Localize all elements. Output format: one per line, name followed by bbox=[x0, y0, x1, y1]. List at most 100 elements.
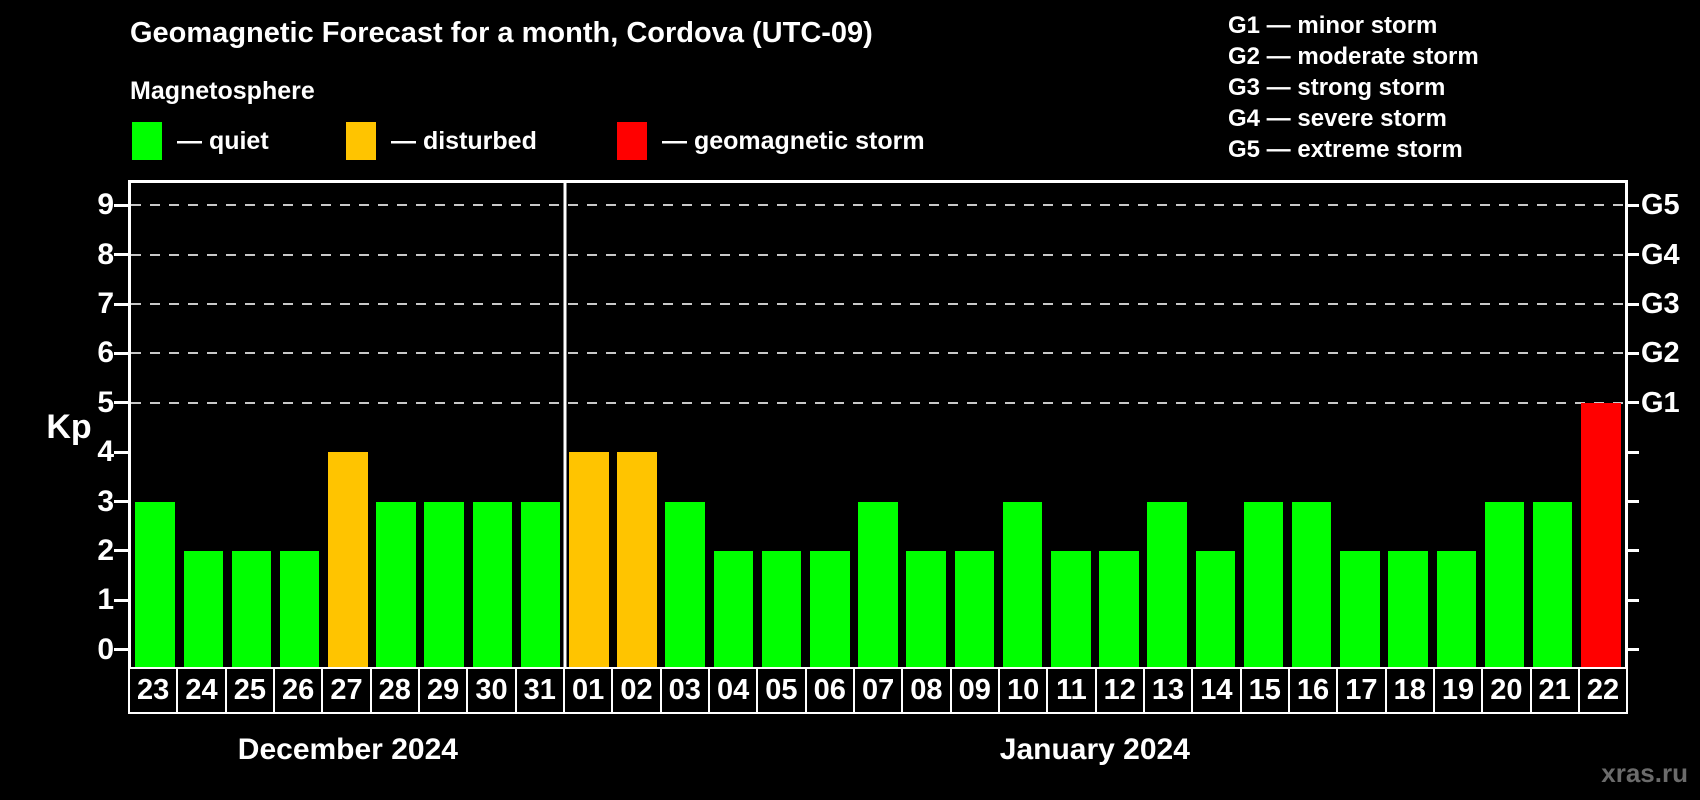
kp-bar-day-31 bbox=[520, 501, 561, 667]
y-tick-label-3: 3 bbox=[97, 484, 114, 518]
gridline-kp6 bbox=[131, 352, 1625, 355]
kp-bar-day-21 bbox=[1532, 501, 1573, 667]
kp-bar-day-02 bbox=[617, 452, 657, 667]
plot-canvas bbox=[131, 183, 1625, 667]
day-label-box-30: 30 bbox=[466, 667, 517, 714]
y-tick-label-1: 1 bbox=[97, 583, 114, 617]
legend-label-disturbed: — disturbed bbox=[391, 126, 537, 155]
day-label-box-14: 14 bbox=[1191, 667, 1242, 714]
kp-bar-day-13 bbox=[1147, 501, 1187, 667]
legend-label-storm: — geomagnetic storm bbox=[662, 126, 925, 155]
day-label-box-05: 05 bbox=[756, 667, 807, 714]
day-label-box-15: 15 bbox=[1239, 667, 1290, 714]
day-label-box-11: 11 bbox=[1046, 667, 1097, 714]
day-label-box-25: 25 bbox=[224, 667, 275, 714]
y-axis-title: Kp bbox=[46, 408, 92, 446]
chart-title: Geomagnetic Forecast for a month, Cordov… bbox=[130, 17, 873, 49]
legend-item-disturbed: — disturbed bbox=[346, 121, 537, 161]
storm-scale-g5: G5 — extreme storm bbox=[1228, 136, 1463, 163]
day-label-box-29: 29 bbox=[417, 667, 469, 714]
day-label-box-06: 06 bbox=[804, 667, 855, 714]
kp-bar-day-19 bbox=[1436, 550, 1477, 667]
x-axis-day-labels: 23 24 25 26 27 28 29 30 31 01 02 03 04 05 06 07 08 09 10 11… bbox=[128, 667, 1629, 714]
kp-bar-day-09 bbox=[954, 550, 995, 667]
y-tick-label-2: 2 bbox=[97, 533, 114, 567]
y-tick-label-7: 7 bbox=[97, 287, 114, 320]
y-tick-label-5: 5 bbox=[97, 385, 114, 419]
kp-bar-day-23 bbox=[135, 501, 175, 667]
quiet-color-swatch bbox=[132, 122, 162, 160]
kp-bar-day-03 bbox=[665, 501, 705, 667]
left-tick-kp9 bbox=[114, 203, 128, 207]
kp-bar-day-15 bbox=[1243, 501, 1284, 667]
gridline-kp7 bbox=[131, 303, 1625, 305]
day-label-box-21: 21 bbox=[1529, 667, 1580, 714]
right-tick-kp6 bbox=[1625, 351, 1639, 355]
day-label-box-13: 13 bbox=[1142, 667, 1194, 714]
g-scale-label-g1: G1 bbox=[1641, 386, 1680, 419]
day-label-box-28: 28 bbox=[369, 667, 420, 714]
day-label-box-10: 10 bbox=[997, 667, 1049, 714]
g-scale-label-g3: G3 bbox=[1641, 288, 1680, 320]
day-label-box-01: 01 bbox=[562, 667, 614, 714]
day-label-box-18: 18 bbox=[1384, 667, 1435, 714]
kp-bar-day-28 bbox=[376, 501, 416, 667]
kp-bar-day-06 bbox=[810, 550, 850, 667]
left-tick-kp3 bbox=[114, 500, 128, 504]
g-scale-label-g2: G2 bbox=[1641, 337, 1680, 370]
day-label-box-12: 12 bbox=[1094, 667, 1145, 714]
right-tick-kp5 bbox=[1625, 401, 1639, 405]
storm-scale-g2: G2 — moderate storm bbox=[1228, 43, 1479, 70]
day-label-box-31: 31 bbox=[514, 667, 565, 714]
right-tick-kp3 bbox=[1625, 500, 1639, 504]
day-label-box-07: 07 bbox=[852, 667, 904, 714]
left-tick-kp7 bbox=[114, 302, 128, 306]
kp-bar-day-18 bbox=[1388, 550, 1428, 667]
day-label-box-16: 16 bbox=[1287, 667, 1339, 714]
magnetosphere-label: Magnetosphere bbox=[130, 77, 315, 105]
day-label-box-26: 26 bbox=[272, 667, 324, 714]
legend-item-quiet: — quiet bbox=[132, 121, 269, 161]
right-tick-kp2 bbox=[1625, 549, 1639, 553]
kp-bar-day-20 bbox=[1484, 501, 1525, 667]
gridline-kp9 bbox=[131, 204, 1625, 207]
storm-scale-legend: G1 — minor storm G2 — moderate storm G3 … bbox=[1228, 10, 1479, 165]
kp-bar-day-11 bbox=[1051, 550, 1091, 667]
left-tick-kp1 bbox=[114, 598, 128, 602]
kp-bar-day-17 bbox=[1340, 550, 1380, 667]
watermark: xras.ru bbox=[1601, 758, 1688, 788]
kp-bar-day-26 bbox=[279, 550, 320, 667]
legend-label-quiet: — quiet bbox=[177, 126, 269, 155]
day-label-box-27: 27 bbox=[321, 667, 372, 714]
kp-bar-day-08 bbox=[906, 550, 946, 667]
day-label-box-04: 04 bbox=[707, 667, 759, 714]
right-tick-kp9 bbox=[1625, 203, 1639, 207]
day-label-box-17: 17 bbox=[1336, 667, 1387, 714]
kp-bar-day-22 bbox=[1581, 402, 1621, 667]
gridline-kp5 bbox=[131, 401, 1625, 404]
kp-bar-day-16 bbox=[1291, 501, 1332, 667]
kp-bar-day-14 bbox=[1195, 550, 1236, 667]
legend-item-storm: — geomagnetic storm bbox=[617, 121, 925, 161]
y-tick-label-8: 8 bbox=[97, 237, 114, 271]
kp-bar-day-07 bbox=[858, 501, 898, 667]
y-tick-label-6: 6 bbox=[97, 336, 114, 370]
left-tick-kp2 bbox=[114, 549, 128, 553]
left-tick-kp8 bbox=[114, 253, 128, 257]
g-scale-label-g5: G5 bbox=[1641, 189, 1680, 222]
left-tick-kp5 bbox=[114, 401, 128, 405]
storm-color-swatch bbox=[617, 122, 647, 160]
day-label-box-22: 22 bbox=[1577, 667, 1629, 714]
day-label-box-02: 02 bbox=[611, 667, 662, 714]
day-label-box-03: 03 bbox=[659, 667, 710, 714]
kp-bar-day-10 bbox=[1002, 501, 1043, 667]
day-label-box-19: 19 bbox=[1432, 667, 1484, 714]
storm-scale-g3: G3 — strong storm bbox=[1228, 74, 1446, 101]
right-tick-kp0 bbox=[1625, 648, 1639, 652]
month-label-january: January 2024 bbox=[999, 733, 1190, 766]
plot-area bbox=[128, 180, 1628, 670]
y-tick-label-9: 9 bbox=[97, 188, 114, 222]
gridline-kp8 bbox=[131, 253, 1625, 256]
kp-bar-day-27 bbox=[328, 452, 368, 667]
